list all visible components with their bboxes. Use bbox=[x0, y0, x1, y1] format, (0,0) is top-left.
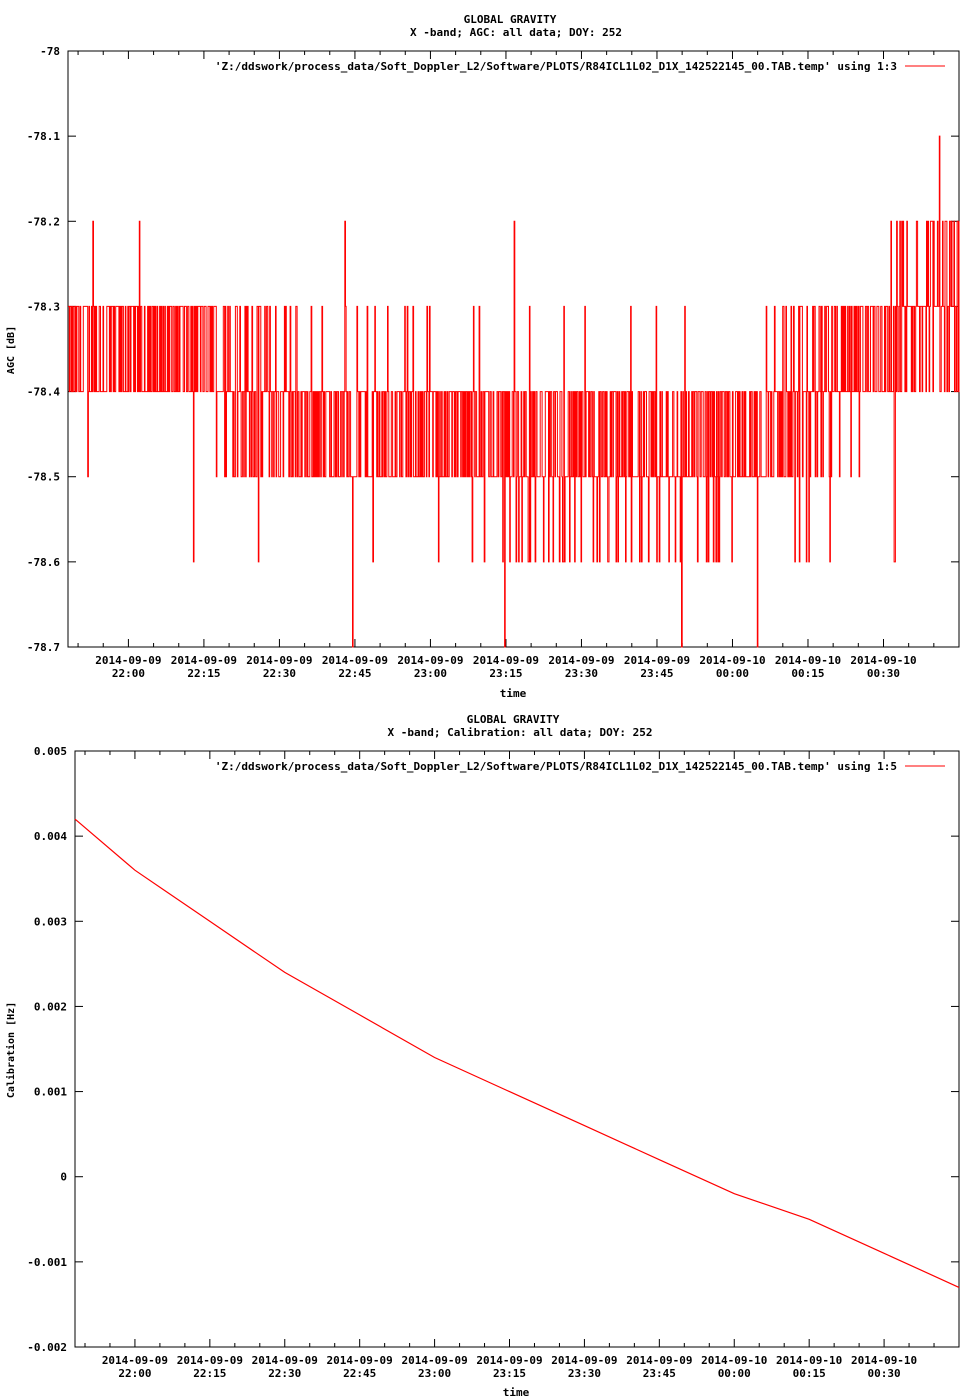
x-tick-label-date: 2014-09-10 bbox=[701, 1354, 767, 1367]
x-tick-label-time: 00:30 bbox=[868, 1367, 901, 1380]
legend-label: 'Z:/ddswork/process_data/Soft_Doppler_L2… bbox=[215, 60, 897, 73]
chart-subtitle: X -band; AGC: all data; DOY: 252 bbox=[410, 26, 622, 39]
x-tick-label-date: 2014-09-10 bbox=[775, 654, 841, 667]
x-tick-label-date: 2014-09-09 bbox=[177, 1354, 243, 1367]
x-tick-label-date: 2014-09-09 bbox=[327, 1354, 393, 1367]
x-tick-label-time: 23:15 bbox=[493, 1367, 526, 1380]
x-tick-label-date: 2014-09-09 bbox=[246, 654, 312, 667]
series-line bbox=[74, 818, 960, 1288]
legend-label: 'Z:/ddswork/process_data/Soft_Doppler_L2… bbox=[215, 760, 897, 773]
y-tick-label: -0.002 bbox=[27, 1341, 67, 1354]
x-tick-label-date: 2014-09-09 bbox=[102, 1354, 168, 1367]
x-tick-label-date: 2014-09-09 bbox=[397, 654, 463, 667]
y-tick-label: 0.003 bbox=[34, 915, 67, 928]
x-tick-labels: 2014-09-0922:002014-09-0922:152014-09-09… bbox=[102, 1354, 917, 1380]
x-tick-labels: 2014-09-0922:002014-09-0922:152014-09-09… bbox=[95, 654, 916, 680]
x-tick-label-time: 00:00 bbox=[718, 1367, 751, 1380]
x-tick-label-time: 00:15 bbox=[793, 1367, 826, 1380]
x-tick-label-time: 23:45 bbox=[643, 1367, 676, 1380]
x-tick-label-time: 00:30 bbox=[867, 667, 900, 680]
x-tick-label-date: 2014-09-09 bbox=[473, 654, 539, 667]
x-tick-label-date: 2014-09-10 bbox=[699, 654, 765, 667]
x-tick-label-time: 22:30 bbox=[263, 667, 296, 680]
y-axis-label: Calibration [Hz] bbox=[5, 1002, 17, 1098]
x-tick-label-time: 22:15 bbox=[193, 1367, 226, 1380]
x-tick-label-time: 22:15 bbox=[187, 667, 220, 680]
y-tick-label: -0.001 bbox=[27, 1256, 67, 1269]
x-tick-label-time: 23:15 bbox=[489, 667, 522, 680]
x-tick-label-time: 23:30 bbox=[568, 1367, 601, 1380]
x-tick-label-date: 2014-09-09 bbox=[322, 654, 388, 667]
series-group bbox=[68, 135, 960, 648]
x-tick-label-time: 22:00 bbox=[118, 1367, 151, 1380]
x-tick-label-date: 2014-09-09 bbox=[401, 1354, 467, 1367]
x-tick-label-date: 2014-09-09 bbox=[548, 654, 614, 667]
y-tick-label: -78 bbox=[40, 45, 60, 58]
calibration-chart: GLOBAL GRAVITY X -band; Calibration: all… bbox=[5, 713, 960, 1399]
series-group bbox=[74, 818, 960, 1288]
series-line bbox=[68, 135, 960, 648]
x-tick-label-date: 2014-09-09 bbox=[171, 654, 237, 667]
y-tick-label: -78.6 bbox=[27, 556, 60, 569]
x-tick-label-time: 23:30 bbox=[565, 667, 598, 680]
y-tick-label: 0 bbox=[60, 1171, 67, 1184]
y-tick-label: 0.001 bbox=[34, 1086, 67, 1099]
chart-subtitle: X -band; Calibration: all data; DOY: 252 bbox=[388, 726, 653, 739]
x-tick-label-date: 2014-09-10 bbox=[851, 1354, 917, 1367]
x-tick-label-date: 2014-09-10 bbox=[776, 1354, 842, 1367]
plot-area-border bbox=[74, 750, 960, 1348]
y-tick-label: 0.002 bbox=[34, 1000, 67, 1013]
y-tick-label: 0.005 bbox=[34, 745, 67, 758]
y-tick-labels: -78 -78.1 -78.2 -78.3 -78.4 -78.5 -78.6 -78.7 bbox=[27, 45, 60, 654]
x-tick-label-date: 2014-09-09 bbox=[252, 1354, 318, 1367]
x-tick-label-time: 22:45 bbox=[343, 1367, 376, 1380]
y-tick-label: -78.3 bbox=[27, 300, 60, 313]
y-axis-label: AGC [dB] bbox=[6, 326, 17, 374]
chart-title: GLOBAL GRAVITY bbox=[464, 13, 557, 26]
axis-ticks bbox=[68, 50, 960, 648]
y-tick-label: -78.1 bbox=[27, 130, 60, 143]
x-tick-label-date: 2014-09-09 bbox=[551, 1354, 617, 1367]
x-tick-label-date: 2014-09-09 bbox=[476, 1354, 542, 1367]
chart-title: GLOBAL GRAVITY bbox=[467, 713, 560, 726]
y-tick-label: -78.7 bbox=[27, 641, 60, 654]
x-tick-label-date: 2014-09-10 bbox=[850, 654, 916, 667]
x-tick-label-time: 22:45 bbox=[338, 667, 371, 680]
y-tick-labels: 0.005 0.004 0.003 0.002 0.001 0 -0.001 -0.002 bbox=[27, 745, 67, 1354]
x-tick-label-time: 23:00 bbox=[418, 1367, 451, 1380]
axis-ticks bbox=[75, 750, 960, 1348]
x-tick-label-date: 2014-09-09 bbox=[624, 654, 690, 667]
x-tick-label-time: 23:45 bbox=[640, 667, 673, 680]
x-tick-label-date: 2014-09-09 bbox=[95, 654, 161, 667]
x-tick-label-time: 23:00 bbox=[414, 667, 447, 680]
x-tick-label-time: 22:30 bbox=[268, 1367, 301, 1380]
x-axis-label: time bbox=[500, 687, 527, 700]
y-tick-label: -78.5 bbox=[27, 471, 60, 484]
x-axis-label: time bbox=[503, 1386, 530, 1399]
agc-chart: GLOBAL GRAVITY X -band; AGC: all data; D… bbox=[6, 13, 960, 700]
y-tick-label: -78.2 bbox=[27, 215, 60, 228]
x-tick-label-time: 00:00 bbox=[716, 667, 749, 680]
y-tick-label: 0.004 bbox=[34, 830, 67, 843]
x-tick-label-date: 2014-09-09 bbox=[626, 1354, 692, 1367]
x-tick-label-time: 00:15 bbox=[791, 667, 824, 680]
y-tick-label: -78.4 bbox=[27, 386, 60, 399]
x-tick-label-time: 22:00 bbox=[112, 667, 145, 680]
